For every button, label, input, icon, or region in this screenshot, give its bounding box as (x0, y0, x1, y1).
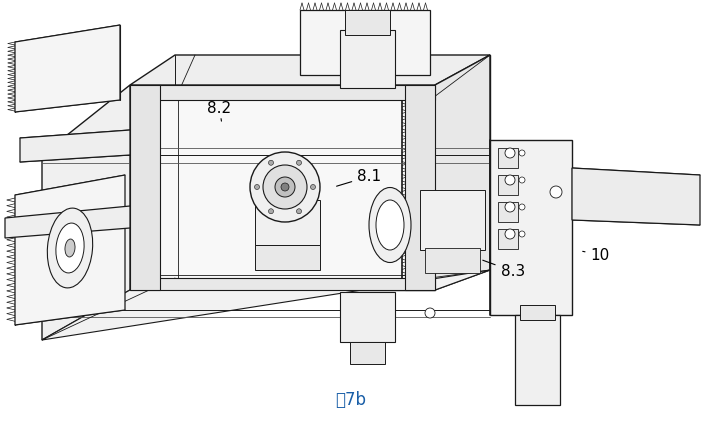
Text: 图7b: 图7b (335, 391, 366, 409)
Circle shape (311, 184, 316, 190)
Polygon shape (405, 85, 435, 290)
Bar (490, 140, 572, 315)
Circle shape (269, 209, 273, 214)
Polygon shape (15, 25, 120, 112)
Polygon shape (572, 168, 700, 225)
Ellipse shape (376, 200, 404, 250)
Circle shape (297, 209, 302, 214)
Bar (498, 202, 518, 222)
Ellipse shape (369, 187, 411, 263)
Circle shape (297, 160, 302, 165)
Polygon shape (42, 270, 490, 340)
Circle shape (519, 231, 525, 237)
Bar (345, 10, 390, 35)
Bar (520, 305, 555, 320)
Circle shape (519, 177, 525, 183)
Circle shape (505, 202, 515, 212)
Circle shape (505, 229, 515, 239)
Circle shape (269, 160, 273, 165)
Bar (498, 148, 518, 168)
Ellipse shape (47, 208, 93, 288)
Polygon shape (130, 85, 435, 290)
Bar (255, 245, 320, 270)
Polygon shape (20, 130, 130, 162)
Ellipse shape (65, 239, 75, 257)
Circle shape (275, 177, 295, 197)
Circle shape (281, 183, 289, 191)
Bar (425, 248, 480, 273)
Text: 8.1: 8.1 (337, 169, 381, 186)
Polygon shape (5, 206, 130, 238)
Polygon shape (130, 85, 160, 290)
Bar (255, 200, 320, 245)
Circle shape (519, 150, 525, 156)
Circle shape (550, 186, 562, 198)
Text: 10: 10 (583, 247, 610, 263)
Polygon shape (130, 278, 435, 290)
Bar (350, 342, 385, 364)
Bar (340, 30, 395, 88)
Circle shape (505, 148, 515, 158)
Bar (498, 229, 518, 249)
Circle shape (519, 204, 525, 210)
Bar (515, 315, 560, 405)
Polygon shape (130, 55, 490, 85)
Text: 8.3: 8.3 (483, 260, 524, 279)
Polygon shape (300, 10, 430, 75)
Polygon shape (130, 85, 435, 100)
Polygon shape (435, 55, 490, 290)
Bar (498, 175, 518, 195)
Circle shape (250, 152, 320, 222)
Polygon shape (15, 175, 125, 325)
Text: 8.2: 8.2 (207, 101, 231, 121)
Circle shape (425, 308, 435, 318)
Circle shape (263, 165, 307, 209)
Polygon shape (42, 85, 130, 340)
Circle shape (505, 175, 515, 185)
Ellipse shape (56, 223, 84, 273)
Bar (420, 190, 485, 250)
Circle shape (254, 184, 259, 190)
Bar (340, 292, 395, 342)
